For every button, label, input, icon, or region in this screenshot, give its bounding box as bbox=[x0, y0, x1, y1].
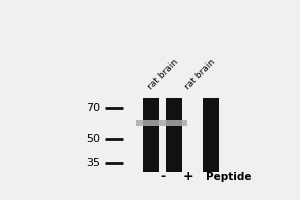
Text: 35: 35 bbox=[86, 158, 100, 168]
Bar bbox=[166, 98, 182, 172]
Text: +: + bbox=[183, 170, 193, 183]
Text: 70: 70 bbox=[86, 103, 100, 113]
Bar bbox=[203, 98, 219, 172]
Text: Peptide: Peptide bbox=[206, 172, 252, 182]
Text: rat brain: rat brain bbox=[146, 58, 180, 92]
Text: rat brain: rat brain bbox=[183, 58, 217, 92]
Bar bbox=[143, 98, 159, 172]
Bar bbox=[136, 120, 187, 126]
Text: 50: 50 bbox=[86, 134, 100, 144]
Text: -: - bbox=[160, 170, 165, 183]
